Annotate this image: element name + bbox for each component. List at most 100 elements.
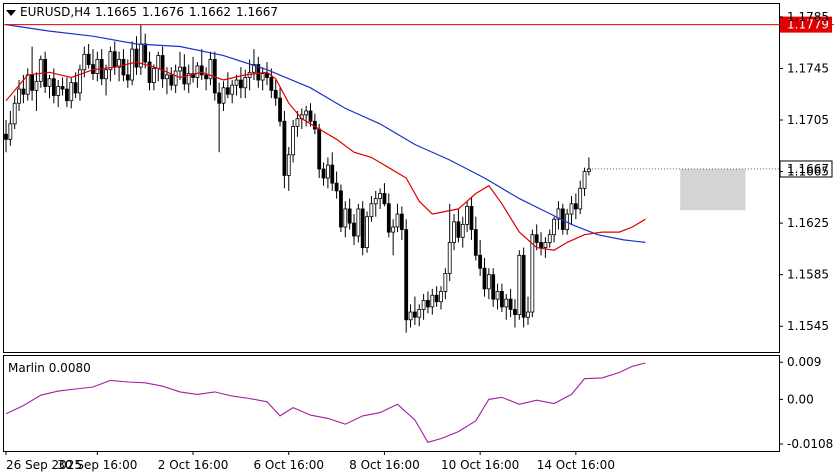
candle-body [130, 48, 135, 81]
time-tick-label: 30 Sep 16:00 [57, 458, 137, 472]
candle-body [286, 154, 291, 176]
candle-body [173, 70, 178, 86]
candle-body [443, 272, 448, 292]
level-label: 1.1779 [787, 18, 829, 32]
candle-body [378, 193, 383, 200]
candle-body [347, 208, 352, 224]
candle-body [134, 48, 139, 68]
candle-body [339, 190, 343, 228]
candle-body [147, 61, 152, 84]
candle-body [78, 69, 82, 94]
current-price-label: 1.1667 [787, 162, 829, 176]
candle-body [273, 89, 278, 99]
candle-body [182, 66, 187, 85]
indicator-series [5, 362, 646, 443]
candle-body [291, 126, 296, 156]
price-tick-label: 1.1625 [787, 216, 829, 230]
indicator-tick-label: 0.009 [787, 355, 821, 369]
candle-body [486, 274, 491, 290]
candle-body [178, 66, 182, 72]
time-tick-label: 26 Sep 2025 [6, 458, 82, 472]
candle-body [325, 164, 330, 179]
candle-body [8, 123, 13, 140]
candle-body [204, 74, 209, 80]
candle-body [221, 87, 226, 104]
candle-body [195, 65, 200, 78]
candle-body [412, 311, 417, 318]
candle-body [108, 51, 113, 71]
candle-body [156, 55, 161, 69]
candle-body [21, 88, 26, 95]
candle-body [230, 84, 235, 95]
price-tick-label: 1.1705 [787, 113, 829, 127]
collapse-triangle-icon[interactable] [6, 10, 16, 16]
price-tick-label: 1.1665 [787, 165, 829, 179]
candle-body [543, 242, 548, 248]
candle-body [356, 208, 361, 237]
ohlc-open: 1.1665 [95, 5, 137, 19]
candle-body [539, 242, 543, 248]
candle-body [482, 267, 487, 290]
candle-body [304, 110, 309, 116]
candle-body [282, 120, 287, 176]
candle-body [352, 222, 356, 237]
candle-body [391, 226, 396, 233]
candle-body [573, 203, 578, 210]
candle-body [395, 213, 400, 228]
candle-body [143, 43, 148, 63]
candle-body [260, 73, 265, 81]
candle-body [495, 291, 500, 300]
candle-body [426, 300, 430, 308]
candle-body [569, 203, 574, 215]
horizontal-line: 1.1779 1.1667 [4, 16, 834, 178]
price-axis: 1.1785 1.1745 1.1705 1.1665 1.1625 1.1585 1.15… [779, 10, 829, 333]
marlin-line [5, 362, 646, 443]
candle-body [317, 128, 322, 170]
candle-body [265, 73, 269, 78]
candle-body [547, 234, 552, 243]
candle-body [473, 229, 478, 256]
candle-body [526, 311, 530, 318]
candle-body [69, 82, 74, 102]
candle-body [330, 164, 335, 184]
candle-body [439, 291, 443, 303]
candle-body [369, 203, 374, 218]
time-tick-label: 8 Oct 16:00 [349, 458, 420, 472]
candle-body [530, 234, 535, 313]
candle-body [421, 300, 426, 310]
candle-body [360, 208, 365, 249]
candle-body [399, 213, 404, 230]
time-tick-label: 14 Oct 16:00 [537, 458, 615, 472]
candle-body [504, 298, 509, 308]
ma-slow-line [5, 24, 646, 243]
chart-symbol: EURUSD,H4 [20, 5, 91, 19]
candle-body [238, 79, 243, 89]
candle-body [165, 74, 169, 80]
time-tick-label: 10 Oct 16:00 [441, 458, 519, 472]
candle-body [17, 88, 21, 104]
candle-body [534, 234, 539, 243]
candle-body [408, 311, 413, 321]
candle-body [38, 59, 43, 82]
moving-averages [5, 24, 646, 251]
candle-body [373, 198, 378, 205]
candle-body [460, 223, 465, 238]
level-label-bg [780, 16, 832, 33]
candle-body [199, 65, 204, 76]
candle-body [104, 69, 108, 80]
candle-body [295, 118, 300, 127]
candle-body [465, 205, 470, 225]
ohlc-high: 1.1676 [142, 5, 184, 19]
price-tick-label: 1.1545 [787, 319, 829, 333]
candle-body [478, 254, 483, 269]
candle-body [382, 193, 387, 205]
candle-body [117, 59, 121, 68]
candle-body [269, 77, 274, 91]
candle-body [365, 216, 369, 249]
indicator-tick-label: -0.0108 [787, 437, 833, 451]
target-zone [680, 168, 746, 211]
candle-body [51, 78, 56, 96]
ma-fast-line [5, 61, 646, 251]
